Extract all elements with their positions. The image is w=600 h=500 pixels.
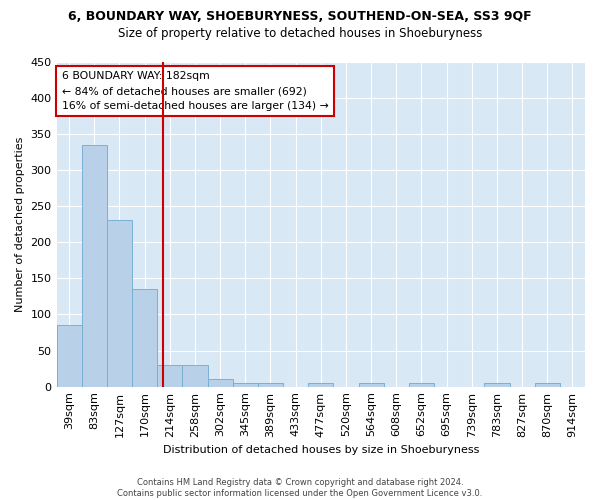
Text: Size of property relative to detached houses in Shoeburyness: Size of property relative to detached ho… (118, 28, 482, 40)
Bar (182, 365, 208, 386)
Bar (308, 383, 334, 386)
Bar (484, 383, 509, 386)
Y-axis label: Number of detached properties: Number of detached properties (15, 136, 25, 312)
Text: Contains HM Land Registry data © Crown copyright and database right 2024.
Contai: Contains HM Land Registry data © Crown c… (118, 478, 482, 498)
Bar (82, 144, 107, 386)
Bar (409, 383, 434, 386)
Text: 6 BOUNDARY WAY: 182sqm
← 84% of detached houses are smaller (692)
16% of semi-de: 6 BOUNDARY WAY: 182sqm ← 84% of detached… (62, 72, 329, 111)
Text: 6, BOUNDARY WAY, SHOEBURYNESS, SOUTHEND-ON-SEA, SS3 9QF: 6, BOUNDARY WAY, SHOEBURYNESS, SOUTHEND-… (68, 10, 532, 23)
Bar (233, 383, 258, 386)
X-axis label: Distribution of detached houses by size in Shoeburyness: Distribution of detached houses by size … (163, 445, 479, 455)
Bar (359, 383, 383, 386)
Bar (258, 383, 283, 386)
Bar (535, 383, 560, 386)
Bar (56, 326, 82, 386)
Bar (107, 220, 132, 386)
Bar (157, 365, 182, 386)
Bar (132, 289, 157, 386)
Bar (208, 380, 233, 386)
